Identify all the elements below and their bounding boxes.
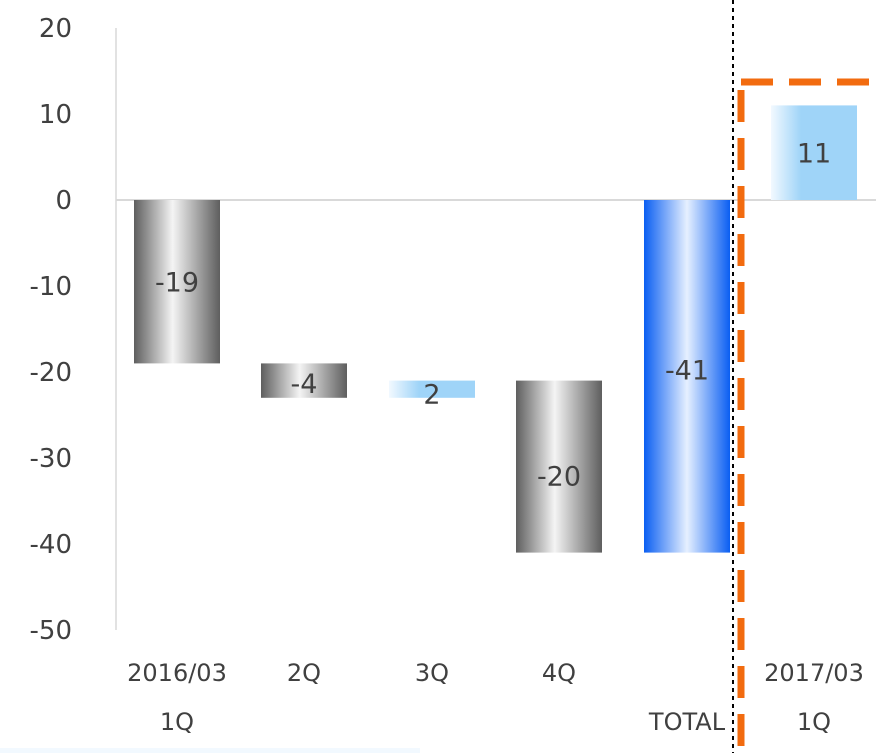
x-tick-label: TOTAL [648, 708, 726, 736]
highlight-box [737, 78, 883, 753]
bars-group: -19 -4 2 -20 -41 11 [134, 105, 857, 553]
x-axis-labels: 2016/03 1Q 2Q 3Q 4Q TOTAL 2017/03 1Q [127, 659, 864, 736]
y-tick-label: -30 [30, 444, 72, 474]
y-tick-label: -10 [30, 272, 72, 302]
bar-value-label: -4 [291, 369, 318, 400]
y-tick-label: 10 [39, 100, 72, 130]
x-tick-label: 1Q [797, 708, 831, 736]
x-tick-label: 2Q [287, 659, 321, 687]
x-tick-label: 2016/03 [127, 659, 227, 687]
bar [516, 380, 602, 553]
bar [261, 363, 347, 398]
x-tick-label: 3Q [415, 659, 449, 687]
bar [389, 380, 475, 398]
bottom-accent-bar [0, 748, 420, 753]
bar-value-label: 11 [797, 139, 831, 170]
y-axis-ticks: 20 10 0 -10 -20 -30 -40 -50 [30, 14, 72, 646]
y-tick-label: -40 [30, 530, 72, 560]
x-tick-label: 2017/03 [764, 659, 864, 687]
bar-value-label: -41 [665, 356, 709, 387]
y-tick-label: 20 [39, 14, 72, 44]
bar-value-label: -19 [155, 268, 199, 299]
bar [771, 105, 857, 200]
bar [134, 200, 220, 364]
bar-value-label: -20 [537, 462, 581, 493]
y-tick-label: -50 [30, 616, 72, 646]
x-tick-label: 1Q [160, 708, 194, 736]
bar-value-label: 2 [423, 380, 440, 411]
bar [644, 200, 730, 553]
x-tick-label: 4Q [542, 659, 576, 687]
y-tick-label: -20 [30, 358, 72, 388]
y-tick-label: 0 [55, 186, 72, 216]
